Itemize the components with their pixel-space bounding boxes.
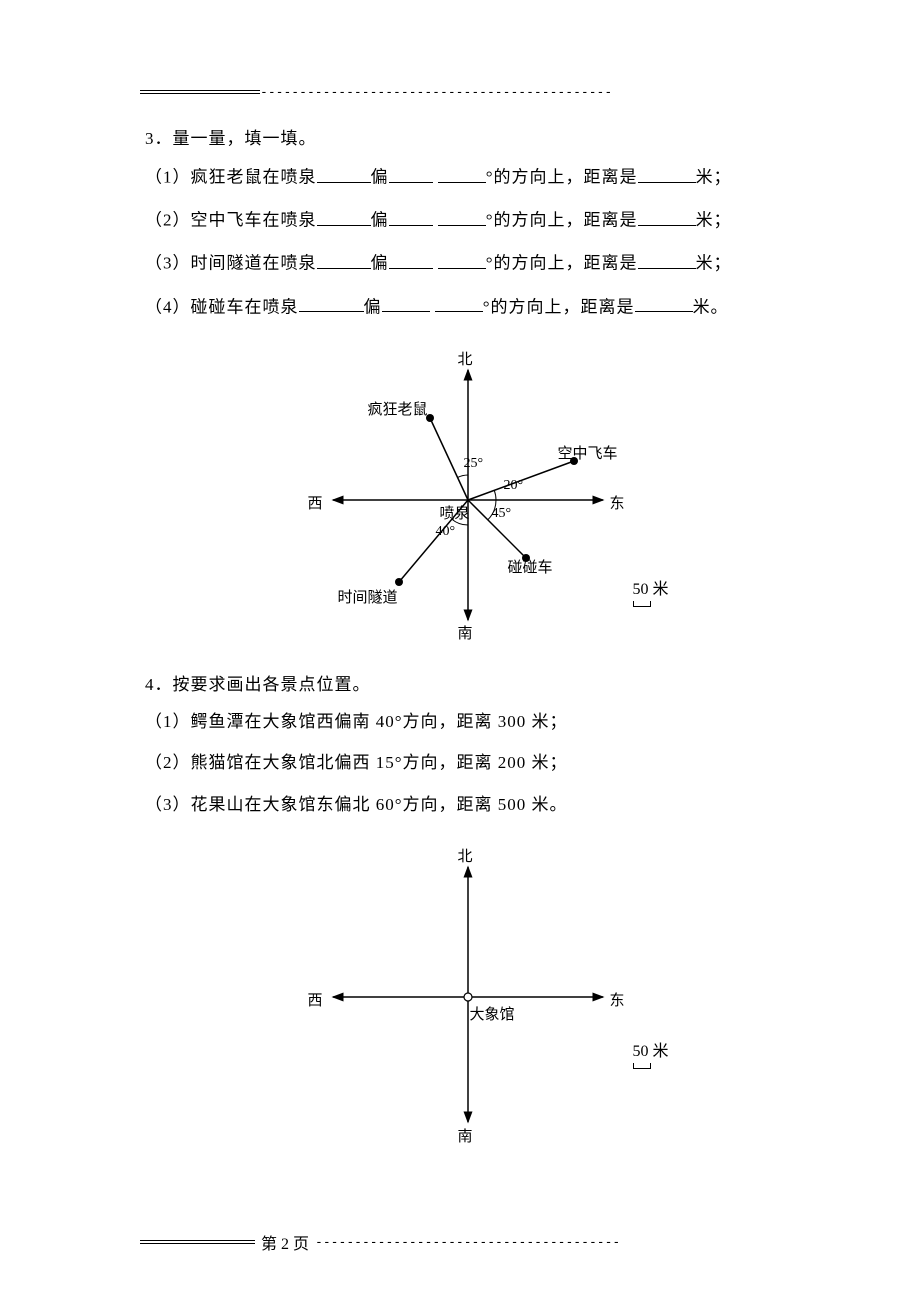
blank[interactable] [435,293,483,313]
header-rule: ----------------------------------------… [140,84,790,100]
diagram-fountain: 北 南 东 西 喷泉 疯狂老鼠 空中飞车 碰碰车 时间隧道 25° 20° 45… [145,350,790,650]
diagram-elephant: 北 南 东 西 大象馆 50 米 [145,847,790,1147]
bumper-label: 碰碰车 [508,556,553,577]
angle-40: 40° [436,524,456,540]
blank[interactable] [317,163,371,183]
scale-tick-icon [633,1063,651,1069]
scale-text: 50 米 [633,581,669,598]
q3-mid: 偏 [364,297,382,316]
q3-item-2: （2）空中飞车在喷泉 偏 °的方向上，距离是 米； [145,206,790,233]
scale-1: 50 米 [633,575,669,607]
q3-2-prefix: （2）空中飞车在喷泉 [145,211,317,230]
q4-item-3: （3）花果山在大象馆东偏北 60°方向，距离 500 米。 [145,792,790,818]
blank[interactable] [389,206,433,226]
q3-deg: °的方向上，距离是 [486,254,638,273]
q3-4-prefix: （4）碰碰车在喷泉 [145,297,299,316]
q3-title: 3．量一量，填一填。 [145,124,790,149]
footer-rule: 第 2 页-----------------------------------… [140,1230,790,1254]
q3-tail: 米； [696,254,732,273]
east-label: 东 [610,492,625,513]
footer-dashes: --------------------------------------- [315,1235,620,1250]
scale-text-2: 50 米 [633,1043,669,1060]
q3-deg: °的方向上，距离是 [486,168,638,187]
blank[interactable] [638,163,696,183]
q3-item-4: （4）碰碰车在喷泉 偏 °的方向上，距离是 米。 [145,293,790,320]
angle-20: 20° [504,478,524,494]
west-label-2: 西 [308,989,323,1010]
q3-mid: 偏 [371,211,389,230]
blank[interactable] [317,249,371,269]
q4-item-1: （1）鳄鱼潭在大象馆西偏南 40°方向，距离 300 米； [145,709,790,735]
east-label-2: 东 [610,989,625,1010]
q3-tail: 米。 [693,297,729,316]
tunnel-label: 时间隧道 [338,586,398,607]
q3-mid: 偏 [371,254,389,273]
scale-2: 50 米 [633,1037,669,1069]
q4-title: 4．按要求画出各景点位置。 [145,670,790,695]
blank[interactable] [438,163,486,183]
blank[interactable] [638,249,696,269]
south-label-2: 南 [458,1125,473,1146]
center-label: 喷泉 [440,502,470,523]
blank[interactable] [389,249,433,269]
q3-item-3: （3）时间隧道在喷泉 偏 °的方向上，距离是 米； [145,249,790,276]
south-label: 南 [458,622,473,643]
blank[interactable] [317,206,371,226]
center-label-2: 大象馆 [470,1003,515,1024]
blank[interactable] [438,206,486,226]
north-label-2: 北 [458,845,473,866]
mouse-label: 疯狂老鼠 [368,398,428,419]
q3-deg: °的方向上，距离是 [486,211,638,230]
plane-label: 空中飞车 [558,442,618,463]
q4-item-2: （2）熊猫馆在大象馆北偏西 15°方向，距离 200 米； [145,750,790,776]
page-number: 第 2 页 [255,1230,315,1254]
q3-deg: °的方向上，距离是 [483,297,635,316]
q3-item-1: （1）疯狂老鼠在喷泉 偏 °的方向上，距离是 米； [145,163,790,190]
q3-mid: 偏 [371,168,389,187]
q3-1-prefix: （1）疯狂老鼠在喷泉 [145,168,317,187]
angle-45: 45° [492,506,512,522]
q3-tail: 米； [696,211,732,230]
angle-25: 25° [464,456,484,472]
header-dashes: ----------------------------------------… [260,85,612,100]
blank[interactable] [382,293,430,313]
q3-tail: 米； [696,168,732,187]
north-label: 北 [458,348,473,369]
blank[interactable] [638,206,696,226]
blank[interactable] [389,163,433,183]
blank[interactable] [438,249,486,269]
scale-tick-icon [633,601,651,607]
blank[interactable] [299,293,364,313]
west-label: 西 [308,492,323,513]
q3-3-prefix: （3）时间隧道在喷泉 [145,254,317,273]
blank[interactable] [635,293,693,313]
